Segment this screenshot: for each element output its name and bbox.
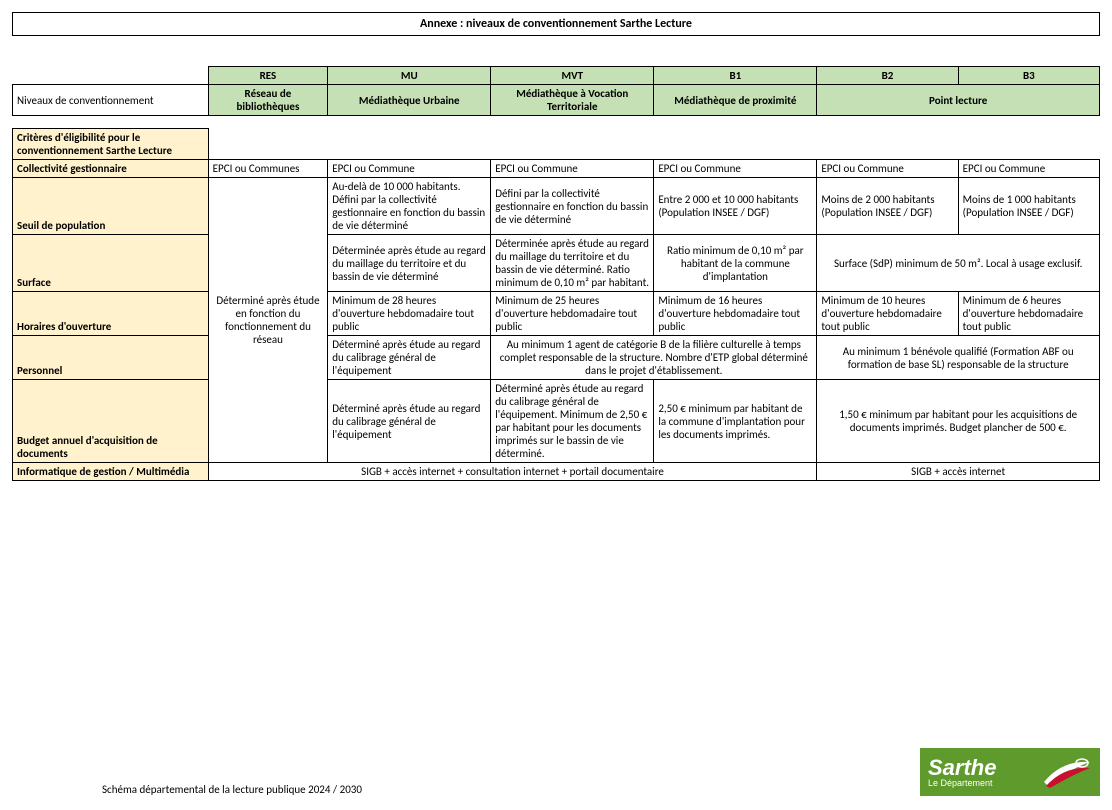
row-surface-label: Surface — [13, 235, 209, 292]
col-desc-res: Réseau de bibliothèques — [208, 85, 328, 116]
cell-budget-b2b3: 1,50 € minimum par habitant pour les acq… — [817, 380, 1100, 463]
col-code-res: RES — [208, 67, 328, 85]
cell-horaires-b3: Minimum de 6 heures d'ouverture hebdomad… — [958, 292, 1099, 336]
row-seuil-label: Seuil de population — [13, 178, 209, 235]
logo-line2: Le Département — [928, 779, 996, 788]
document-title: Annexe : niveaux de conventionnement Sar… — [12, 12, 1100, 36]
cell-surface-mvt: Déterminée après étude au regard du mail… — [491, 235, 654, 292]
cell-horaires-mu: Minimum de 28 heures d'ouverture hebdoma… — [328, 292, 491, 336]
row-horaires-label: Horaires d'ouverture — [13, 292, 209, 336]
cell-seuil-b2: Moins de 2 000 habitants (Population INS… — [817, 178, 958, 235]
cell-collectivite-b2: EPCI ou Commune — [817, 160, 958, 178]
cell-personnel-b2b3: Au minimum 1 bénévole qualifié (Formatio… — [817, 336, 1100, 380]
cell-seuil-b3: Moins de 1 000 habitants (Population INS… — [958, 178, 1099, 235]
cell-surface-b2b3: Surface (SdP) minimum de 50 m². Local à … — [817, 235, 1100, 292]
blank-cell — [13, 67, 209, 85]
col-desc-mvt: Médiathèque à Vocation Territoriale — [491, 85, 654, 116]
cell-collectivite-mvt: EPCI ou Commune — [491, 160, 654, 178]
row-budget-label: Budget annuel d'acquisition de documents — [13, 380, 209, 463]
cell-collectivite-b1: EPCI ou Commune — [654, 160, 817, 178]
sarthe-logo: Sarthe Le Département — [920, 748, 1100, 796]
criteria-title: Critères d'éligibilité pour le conventio… — [13, 129, 209, 160]
niveaux-label: Niveaux de conventionnement — [13, 85, 209, 116]
cell-personnel-mu: Déterminé après étude au regard du calib… — [328, 336, 491, 380]
col-code-mu: MU — [328, 67, 491, 85]
col-code-b3: B3 — [958, 67, 1099, 85]
logo-line1: Sarthe — [928, 755, 996, 780]
footer-text: Schéma départemental de la lecture publi… — [102, 783, 362, 796]
cell-personnel-mvt-b1: Au minimum 1 agent de catégorie B de la … — [491, 336, 817, 380]
col-code-mvt: MVT — [491, 67, 654, 85]
cell-collectivite-mu: EPCI ou Commune — [328, 160, 491, 178]
row-personnel-label: Personnel — [13, 336, 209, 380]
header-table: RES MU MVT B1 B2 B3 Niveaux de conventio… — [12, 66, 1100, 116]
criteria-table: Critères d'éligibilité pour le conventio… — [12, 128, 1100, 481]
cell-collectivite-b3: EPCI ou Commune — [958, 160, 1099, 178]
logo-text: Sarthe Le Département — [928, 757, 996, 788]
cell-surface-b1: Ratio minimum de 0,10 m² par habitant de… — [654, 235, 817, 292]
cell-surface-mu: Déterminée après étude au regard du mail… — [328, 235, 491, 292]
cell-horaires-b1: Minimum de 16 heures d'ouverture hebdoma… — [654, 292, 817, 336]
cell-budget-mu: Déterminé après étude au regard du calib… — [328, 380, 491, 463]
cell-informatique-mu-b1: SIGB + accès internet + consultation int… — [208, 463, 817, 481]
swoosh-icon — [1042, 754, 1092, 790]
cell-horaires-mvt: Minimum de 25 heures d'ouverture hebdoma… — [491, 292, 654, 336]
cell-budget-mvt: Déterminé après étude au regard du calib… — [491, 380, 654, 463]
col-desc-b1: Médiathèque de proximité — [654, 85, 817, 116]
cell-horaires-b2: Minimum de 10 heures d'ouverture hebdoma… — [817, 292, 958, 336]
cell-seuil-mu: Au-delà de 10 000 habitants. Défini par … — [328, 178, 491, 235]
cell-res-merged: Déterminé après étude en fonction du fon… — [208, 178, 328, 463]
cell-collectivite-res: EPCI ou Communes — [208, 160, 328, 178]
row-collectivite-label: Collectivité gestionnaire — [13, 160, 209, 178]
cell-seuil-mvt: Défini par la collectivité gestionnaire … — [491, 178, 654, 235]
row-informatique-label: Informatique de gestion / Multimédia — [13, 463, 209, 481]
cell-informatique-b2b3: SIGB + accès internet — [817, 463, 1100, 481]
cell-budget-b1: 2,50 € minimum par habitant de la commun… — [654, 380, 817, 463]
col-desc-mu: Médiathèque Urbaine — [328, 85, 491, 116]
footer: Schéma départemental de la lecture publi… — [12, 748, 1100, 796]
col-desc-b2b3: Point lecture — [817, 85, 1100, 116]
col-code-b1: B1 — [654, 67, 817, 85]
blank-span — [208, 129, 1099, 160]
col-code-b2: B2 — [817, 67, 958, 85]
cell-seuil-b1: Entre 2 000 et 10 000 habitants (Populat… — [654, 178, 817, 235]
